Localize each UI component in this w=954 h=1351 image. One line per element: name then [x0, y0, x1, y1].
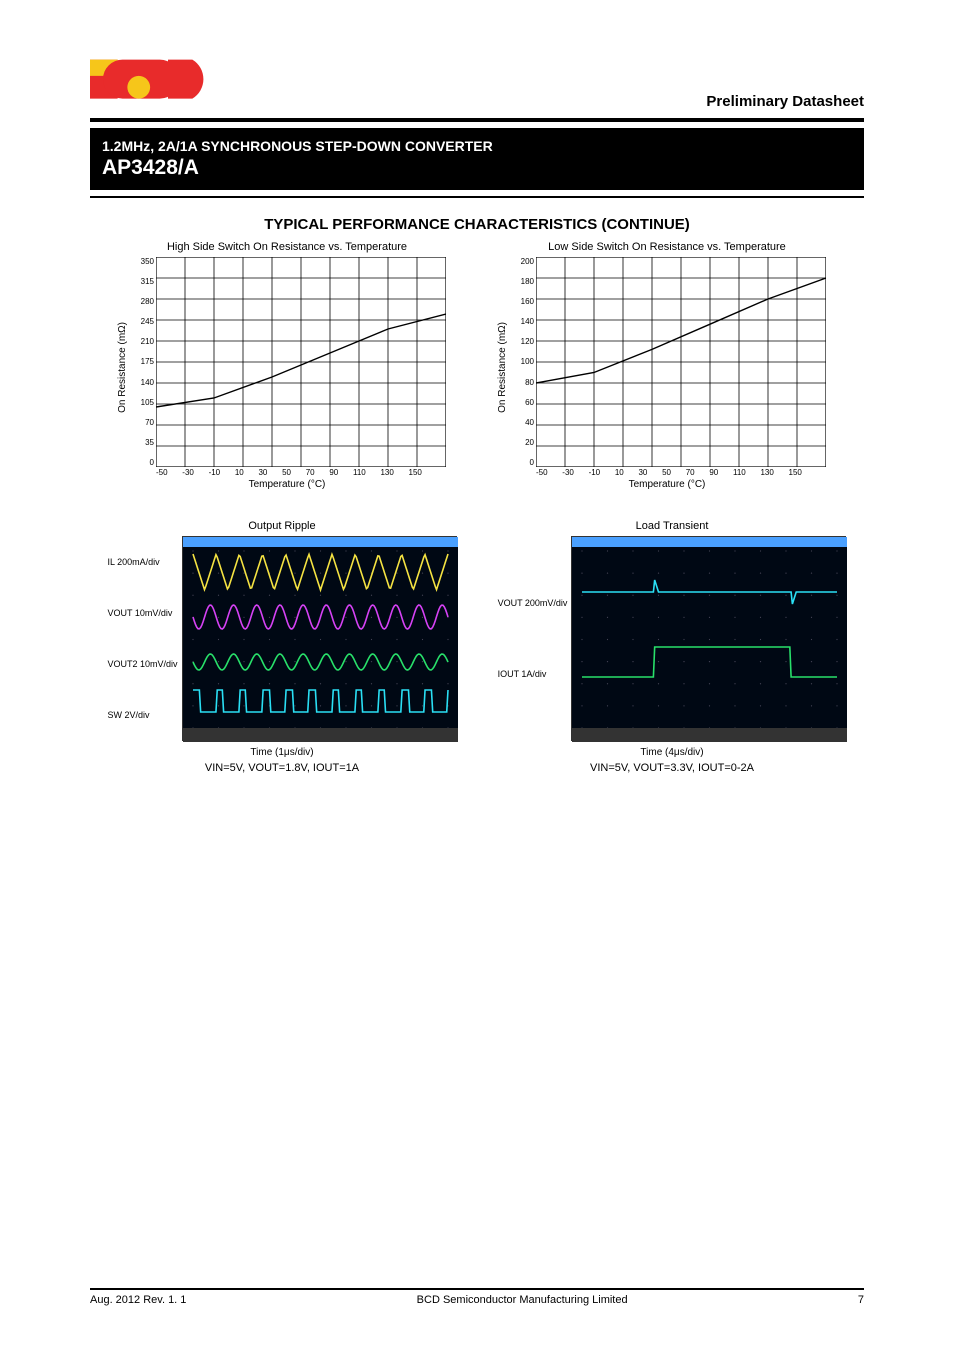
chart-left-xticks: -50-30-101030507090110130150 — [132, 468, 422, 477]
header-row: Preliminary Datasheet — [90, 50, 864, 110]
chart-left-plot — [156, 257, 446, 467]
chart-left-ylabel: On Resistance (mΩ) — [117, 322, 128, 413]
footer-page: 7 — [858, 1294, 864, 1306]
chart-high-side: High Side Switch On Resistance vs. Tempe… — [117, 241, 457, 490]
scope-left-title: Output Ripple — [248, 520, 315, 532]
bcd-logo — [90, 50, 220, 110]
chart-right-yticks: 200180160140120100806040200 — [512, 257, 534, 467]
product-desc: 1.2MHz, 2A/1A SYNCHRONOUS STEP-DOWN CONV… — [102, 138, 852, 154]
scope-left-caption: VIN=5V, VOUT=1.8V, IOUT=1A — [205, 762, 359, 774]
scope-right-side-labels: VOUT 200mV/divIOUT 1A/div — [498, 536, 568, 741]
chart-left-xlabel: Temperature (°C) — [117, 479, 457, 490]
chart-low-side: Low Side Switch On Resistance vs. Temper… — [497, 241, 837, 490]
scope-right-time: Time (4μs/div) — [640, 747, 703, 758]
line-charts-row: High Side Switch On Resistance vs. Tempe… — [90, 241, 864, 490]
scope-left-time: Time (1μs/div) — [250, 747, 313, 758]
charts-section-title: TYPICAL PERFORMANCE CHARACTERISTICS (CON… — [90, 216, 864, 233]
chart-right-ylabel: On Resistance (mΩ) — [497, 322, 508, 413]
chart-right-plot — [536, 257, 826, 467]
scope-right-caption: VIN=5V, VOUT=3.3V, IOUT=0-2A — [590, 762, 754, 774]
preliminary-label: Preliminary Datasheet — [706, 93, 864, 110]
below-title-divider — [90, 196, 864, 198]
page-footer: Aug. 2012 Rev. 1. 1 BCD Semiconductor Ma… — [90, 1288, 864, 1306]
scope-left-side-labels: IL 200mA/divVOUT 10mV/divVOUT2 10mV/divS… — [107, 536, 177, 741]
footer-date: Aug. 2012 Rev. 1. 1 — [90, 1294, 186, 1306]
scope-left-screen — [182, 536, 457, 741]
chart-right-xticks: -50-30-101030507090110130150 — [512, 468, 802, 477]
scope-right-screen — [571, 536, 846, 741]
chart-right-title: Low Side Switch On Resistance vs. Temper… — [497, 241, 837, 253]
title-bar: 1.2MHz, 2A/1A SYNCHRONOUS STEP-DOWN CONV… — [90, 128, 864, 190]
chart-right-xlabel: Temperature (°C) — [497, 479, 837, 490]
scope-output-ripple: Output Ripple IL 200mA/divVOUT 10mV/divV… — [102, 520, 462, 774]
top-divider — [90, 118, 864, 122]
scope-right-title: Load Transient — [636, 520, 709, 532]
scope-row: Output Ripple IL 200mA/divVOUT 10mV/divV… — [90, 520, 864, 774]
chart-left-yticks: 35031528024521017514010570350 — [132, 257, 154, 467]
footer-divider — [90, 1288, 864, 1290]
product-part: AP3428/A — [102, 156, 852, 180]
chart-left-title: High Side Switch On Resistance vs. Tempe… — [117, 241, 457, 253]
scope-load-transient: Load Transient VOUT 200mV/divIOUT 1A/div… — [492, 520, 852, 774]
footer-company: BCD Semiconductor Manufacturing Limited — [417, 1294, 628, 1306]
